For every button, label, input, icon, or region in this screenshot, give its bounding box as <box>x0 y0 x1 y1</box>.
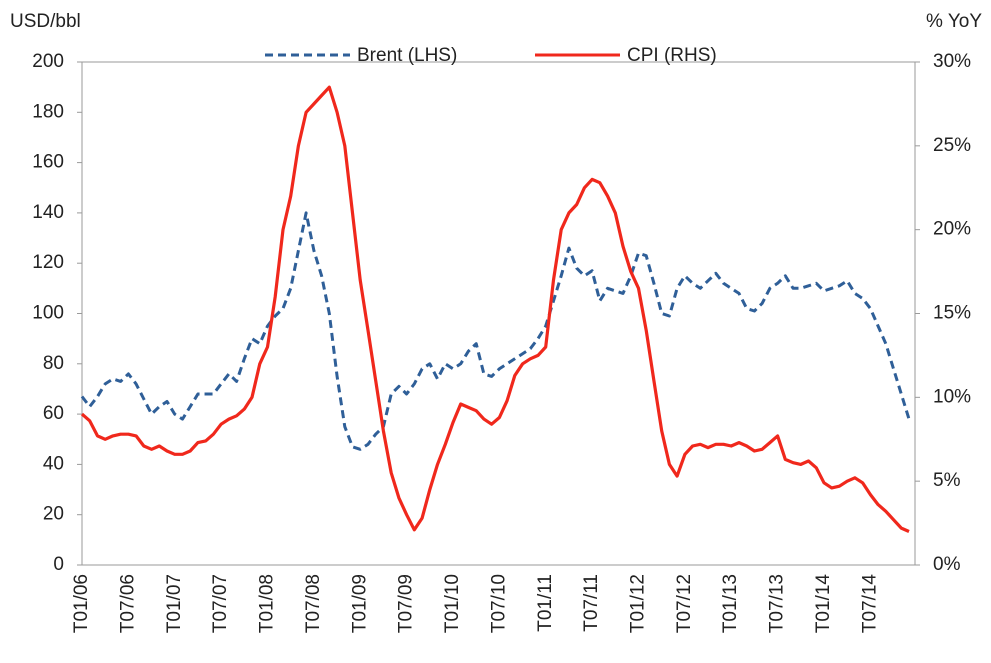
x-tick-label: T01/06 <box>71 574 92 633</box>
legend-label: Brent (LHS) <box>357 45 457 66</box>
x-tick-label: T07/12 <box>674 574 695 633</box>
legend-label: CPI (RHS) <box>627 45 717 66</box>
x-tick-label: T01/14 <box>813 574 834 634</box>
y2-tick-label: 15% <box>933 303 971 324</box>
x-tick-label: T07/07 <box>210 574 231 633</box>
y2-tick-label: 25% <box>933 135 971 156</box>
y2-tick-label: 20% <box>933 219 971 240</box>
x-tick-label: T01/11 <box>535 574 556 632</box>
y2-axis-title: % YoY <box>926 11 982 32</box>
x-tick-label: T01/10 <box>442 574 463 633</box>
x-tick-label: T07/06 <box>117 574 138 633</box>
y-tick-label: 60 <box>43 403 64 424</box>
y-tick-label: 180 <box>32 101 64 122</box>
y-tick-label: 100 <box>32 303 64 324</box>
x-tick-label: T07/10 <box>488 574 509 633</box>
y-tick-label: 40 <box>43 453 64 474</box>
y-tick-label: 140 <box>32 202 64 223</box>
x-tick-label: T01/09 <box>349 574 370 633</box>
x-tick-label: T01/07 <box>164 574 185 633</box>
y-tick-label: 120 <box>32 252 64 273</box>
x-tick-label: T01/13 <box>720 574 741 633</box>
y2-tick-label: 10% <box>933 386 971 407</box>
x-tick-label: T01/08 <box>257 574 278 633</box>
y-tick-label: 200 <box>32 51 64 72</box>
x-tick-label: T01/12 <box>628 574 649 633</box>
y2-tick-label: 30% <box>933 51 971 72</box>
y2-tick-label: 0% <box>933 554 961 575</box>
x-tick-label: T07/13 <box>767 574 788 633</box>
y-axis-title: USD/bbl <box>10 11 81 32</box>
series-line <box>80 85 910 533</box>
y2-tick-label: 5% <box>933 470 961 491</box>
x-tick-label: T07/09 <box>396 574 417 633</box>
y-tick-label: 0 <box>53 554 64 575</box>
x-tick-label: T07/11 <box>581 574 602 632</box>
plot-frame <box>81 61 916 566</box>
x-tick-label: T07/14 <box>859 574 880 634</box>
y-tick-label: 80 <box>43 353 64 374</box>
series-line <box>80 211 911 451</box>
x-tick-label: T07/08 <box>303 574 324 633</box>
y-tick-label: 160 <box>32 152 64 173</box>
y-tick-label: 20 <box>43 504 64 525</box>
